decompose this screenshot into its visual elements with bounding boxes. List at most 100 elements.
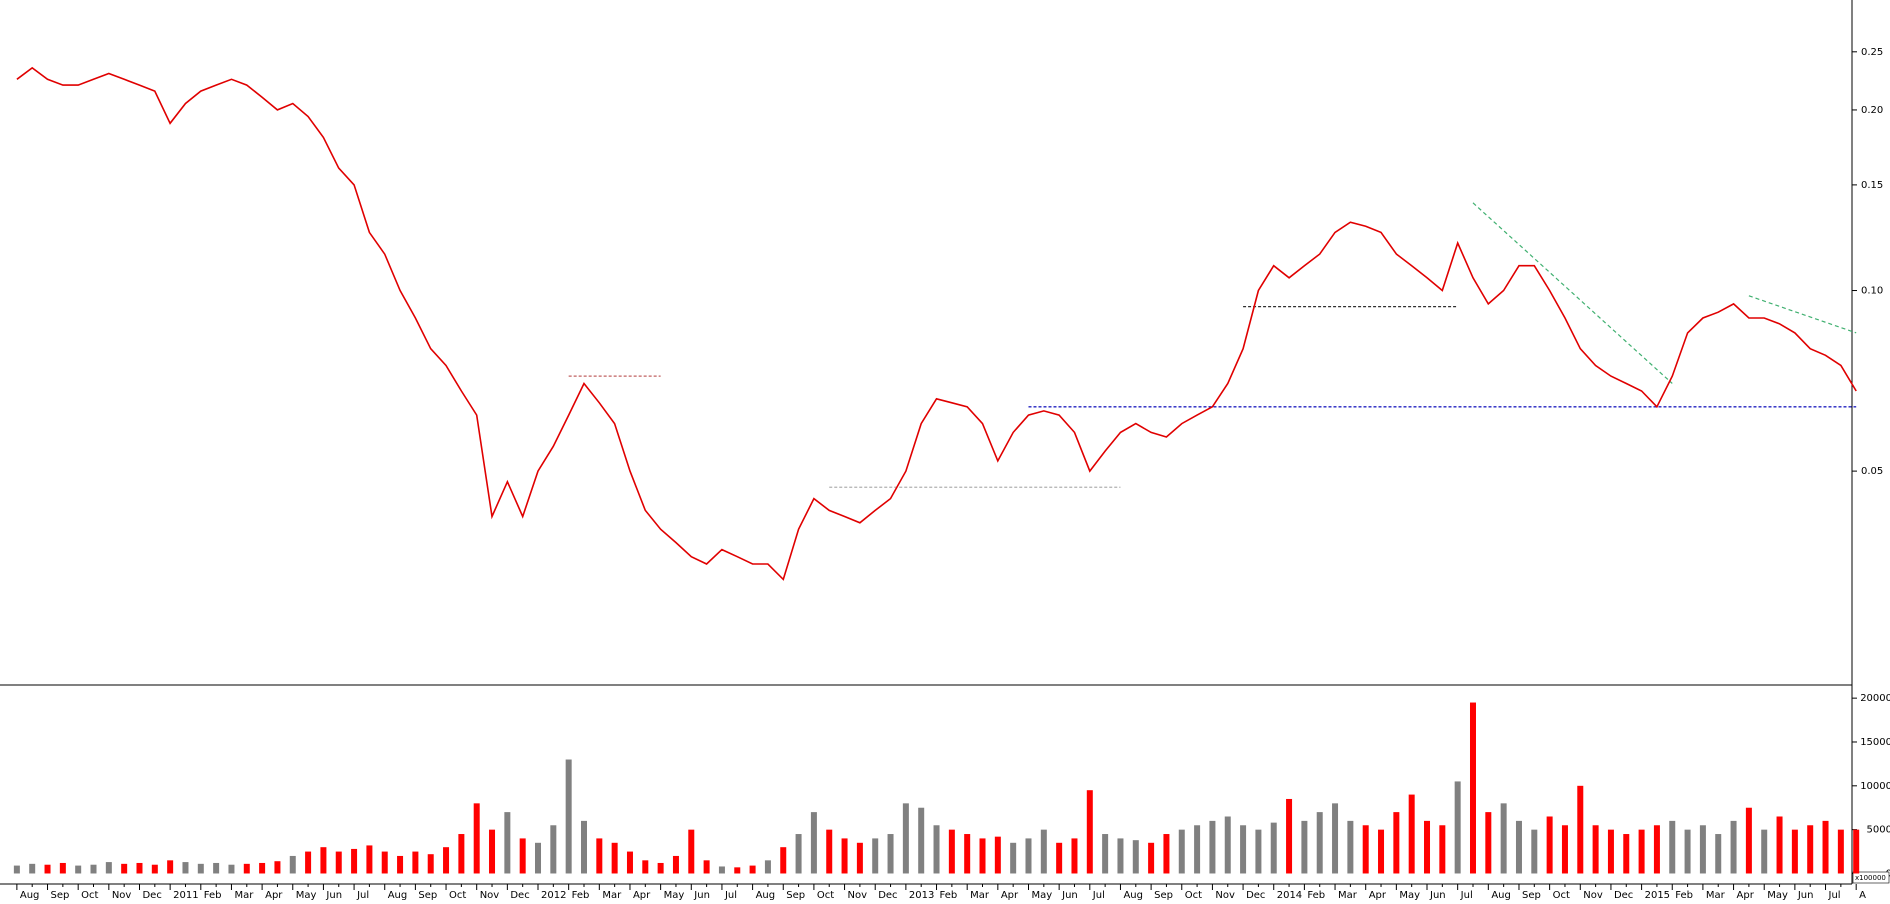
volume-bar (412, 851, 419, 874)
volume-bar (1653, 825, 1660, 874)
volume-bar (1669, 820, 1676, 874)
volume-bar (1776, 816, 1783, 874)
x-tick-label: Aug (1491, 890, 1511, 901)
volume-bar (902, 803, 909, 874)
volume-bar (1163, 834, 1170, 874)
volume-bar (427, 854, 434, 874)
x-tick-label: Oct (449, 890, 466, 901)
volume-bar (1822, 820, 1829, 874)
volume-bar (458, 834, 465, 874)
x-tick-label: Mar (1706, 890, 1726, 901)
x-tick-label: Mar (970, 890, 990, 901)
volume-bar (1347, 820, 1354, 874)
x-tick-label: Feb (1675, 890, 1693, 901)
volume-bar (1424, 820, 1431, 874)
x-tick-label: Feb (940, 890, 958, 901)
volume-bar (657, 862, 664, 874)
volume-bar (1040, 829, 1047, 874)
volume-tick-label: 15000 (1860, 737, 1890, 748)
x-tick-label: Aug (20, 890, 40, 901)
volume-bar (1240, 825, 1247, 874)
volume-bar (151, 864, 158, 874)
x-tick-label: Nov (1215, 890, 1235, 901)
volume-bar (1684, 829, 1691, 874)
volume-bar (1086, 790, 1093, 874)
volume-bar (749, 865, 756, 874)
x-tick-label: Apr (265, 890, 283, 901)
volume-bar (1332, 803, 1339, 874)
x-tick-label: Jul (356, 890, 369, 901)
volume-bar (1761, 829, 1768, 874)
volume-bar (305, 851, 312, 874)
volume-bar (887, 834, 894, 874)
x-tick-label: Jun (1061, 890, 1078, 901)
volume-bar (1209, 820, 1216, 874)
volume-bar (1699, 825, 1706, 874)
x-tick-label: Mar (602, 890, 622, 901)
volume-bar (856, 842, 863, 874)
volume-bar (1807, 825, 1814, 874)
volume-bar (1056, 842, 1063, 874)
x-tick-label: Mar (234, 890, 254, 901)
volume-bar (596, 838, 603, 874)
x-tick-label: Sep (1522, 890, 1541, 901)
volume-bar (933, 825, 940, 874)
volume-bar (1607, 829, 1614, 874)
volume-bar (550, 825, 557, 874)
volume-bar (1117, 838, 1124, 874)
volume-bar (1148, 842, 1155, 874)
volume-bar (167, 860, 174, 874)
x-tick-label: Dec (1614, 890, 1633, 901)
volume-bar (489, 829, 496, 874)
x-tick-label: Oct (1553, 890, 1570, 901)
volume-bar (994, 836, 1001, 874)
volume-bar (320, 847, 327, 874)
x-tick-label: May (296, 890, 317, 901)
volume-bar (1837, 829, 1844, 874)
volume-bar (504, 812, 511, 874)
x-tick-label: Jul (724, 890, 737, 901)
x-tick-label: Jun (1797, 890, 1814, 901)
volume-bar (1224, 816, 1231, 874)
x-tick-label: Dec (510, 890, 529, 901)
x-tick-label: Mar (1338, 890, 1358, 901)
x-tick-label: May (1767, 890, 1788, 901)
volume-bar (1592, 825, 1599, 874)
x-tick-label: May (664, 890, 685, 901)
x-tick-label: Sep (1154, 890, 1173, 901)
x-tick-label: Oct (1185, 890, 1202, 901)
volume-bar (136, 862, 143, 874)
x-tick-label: Aug (1123, 890, 1143, 901)
volume-bar (366, 845, 373, 874)
volume-bar (121, 863, 128, 874)
x-tick-label: May (1399, 890, 1420, 901)
volume-bar (703, 860, 710, 874)
x-tick-label: Sep (418, 890, 437, 901)
x-tick-label: Sep (51, 890, 70, 901)
volume-bar (519, 838, 526, 874)
x-tick-label: May (1031, 890, 1052, 901)
volume-bar (580, 820, 587, 874)
volume-bar (1286, 798, 1293, 874)
volume-bar (1025, 838, 1032, 874)
volume-bar (13, 865, 20, 874)
trend-line (1748, 295, 1857, 334)
volume-bar (473, 803, 480, 874)
x-tick-label: Jun (1429, 890, 1446, 901)
x-tick-label: Jun (693, 890, 710, 901)
volume-bar (1194, 825, 1201, 874)
volume-bar (1577, 785, 1584, 874)
volume-bar (443, 847, 450, 874)
volume-unit: x100000 (1855, 874, 1886, 882)
volume-bar (535, 842, 542, 874)
volume-bar (1485, 812, 1492, 874)
x-tick-label: Nov (1583, 890, 1603, 901)
volume-bar (44, 864, 51, 874)
volume-bar (1378, 829, 1385, 874)
volume-bar (1393, 812, 1400, 874)
volume-bar (228, 864, 235, 874)
volume-bar (1791, 829, 1798, 874)
volume-bar (672, 855, 679, 874)
x-tick-label: Apr (1737, 890, 1755, 901)
